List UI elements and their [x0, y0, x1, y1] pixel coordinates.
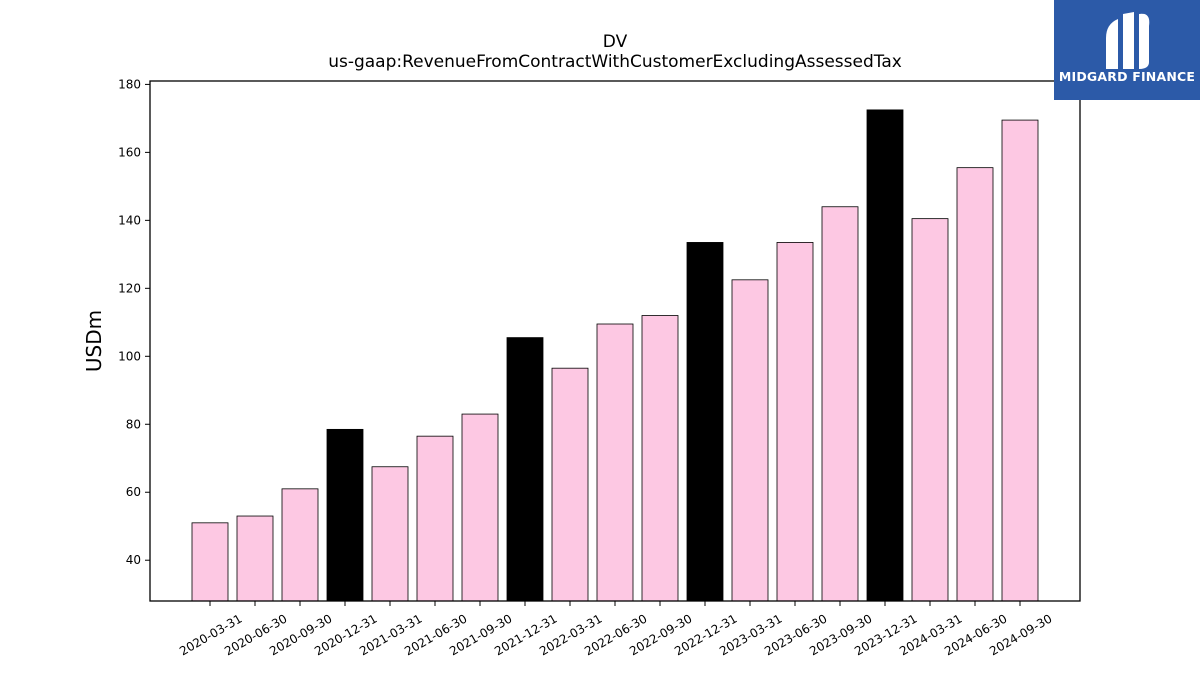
y-tick-label: 160	[118, 145, 141, 159]
y-axis-label: USDm	[82, 310, 106, 372]
bar-2022-09-30	[641, 315, 679, 602]
bar-2022-12-31	[686, 242, 724, 602]
bar-2020-06-30	[236, 515, 274, 602]
bar-2021-06-30	[416, 435, 454, 602]
midgard-finance-logo: MIDGARD FINANCE	[1054, 0, 1200, 100]
bar-2022-06-30	[596, 323, 634, 602]
y-tick-label: 40	[126, 553, 141, 567]
bars-group	[191, 109, 1039, 602]
bar-2021-12-31	[506, 337, 544, 602]
chart-subtitle: us-gaap:RevenueFromContractWithCustomerE…	[328, 52, 902, 72]
y-tick-label: 120	[118, 281, 141, 295]
logo-text: MIDGARD FINANCE	[1058, 69, 1196, 84]
y-tick-label: 180	[118, 77, 141, 91]
bar-2024-09-30	[1001, 119, 1039, 602]
bar-2020-12-31	[326, 428, 364, 602]
y-tick-label: 60	[126, 485, 141, 499]
bar-2023-09-30	[821, 206, 859, 602]
bar-2024-06-30	[956, 167, 994, 602]
bar-2023-06-30	[776, 242, 814, 602]
bar-2020-09-30	[281, 488, 319, 602]
y-axis: 40 60 80 100 120 140 160 180	[118, 77, 150, 567]
x-axis: 2020-03-312020-06-302020-09-302020-12-31…	[177, 601, 1055, 658]
bar-2021-03-31	[371, 466, 409, 602]
bar-2021-09-30	[461, 413, 499, 602]
bar-2023-03-31	[731, 279, 769, 602]
bar-2024-03-31	[911, 218, 949, 602]
y-tick-label: 140	[118, 213, 141, 227]
bar-2023-12-31	[866, 109, 904, 602]
chart-title: DV	[602, 32, 628, 52]
bar-2022-03-31	[551, 367, 589, 602]
midgard-logo-icon	[1106, 12, 1150, 69]
y-tick-label: 80	[126, 417, 141, 431]
y-tick-label: 100	[118, 349, 141, 363]
bar-2020-03-31	[191, 522, 229, 602]
